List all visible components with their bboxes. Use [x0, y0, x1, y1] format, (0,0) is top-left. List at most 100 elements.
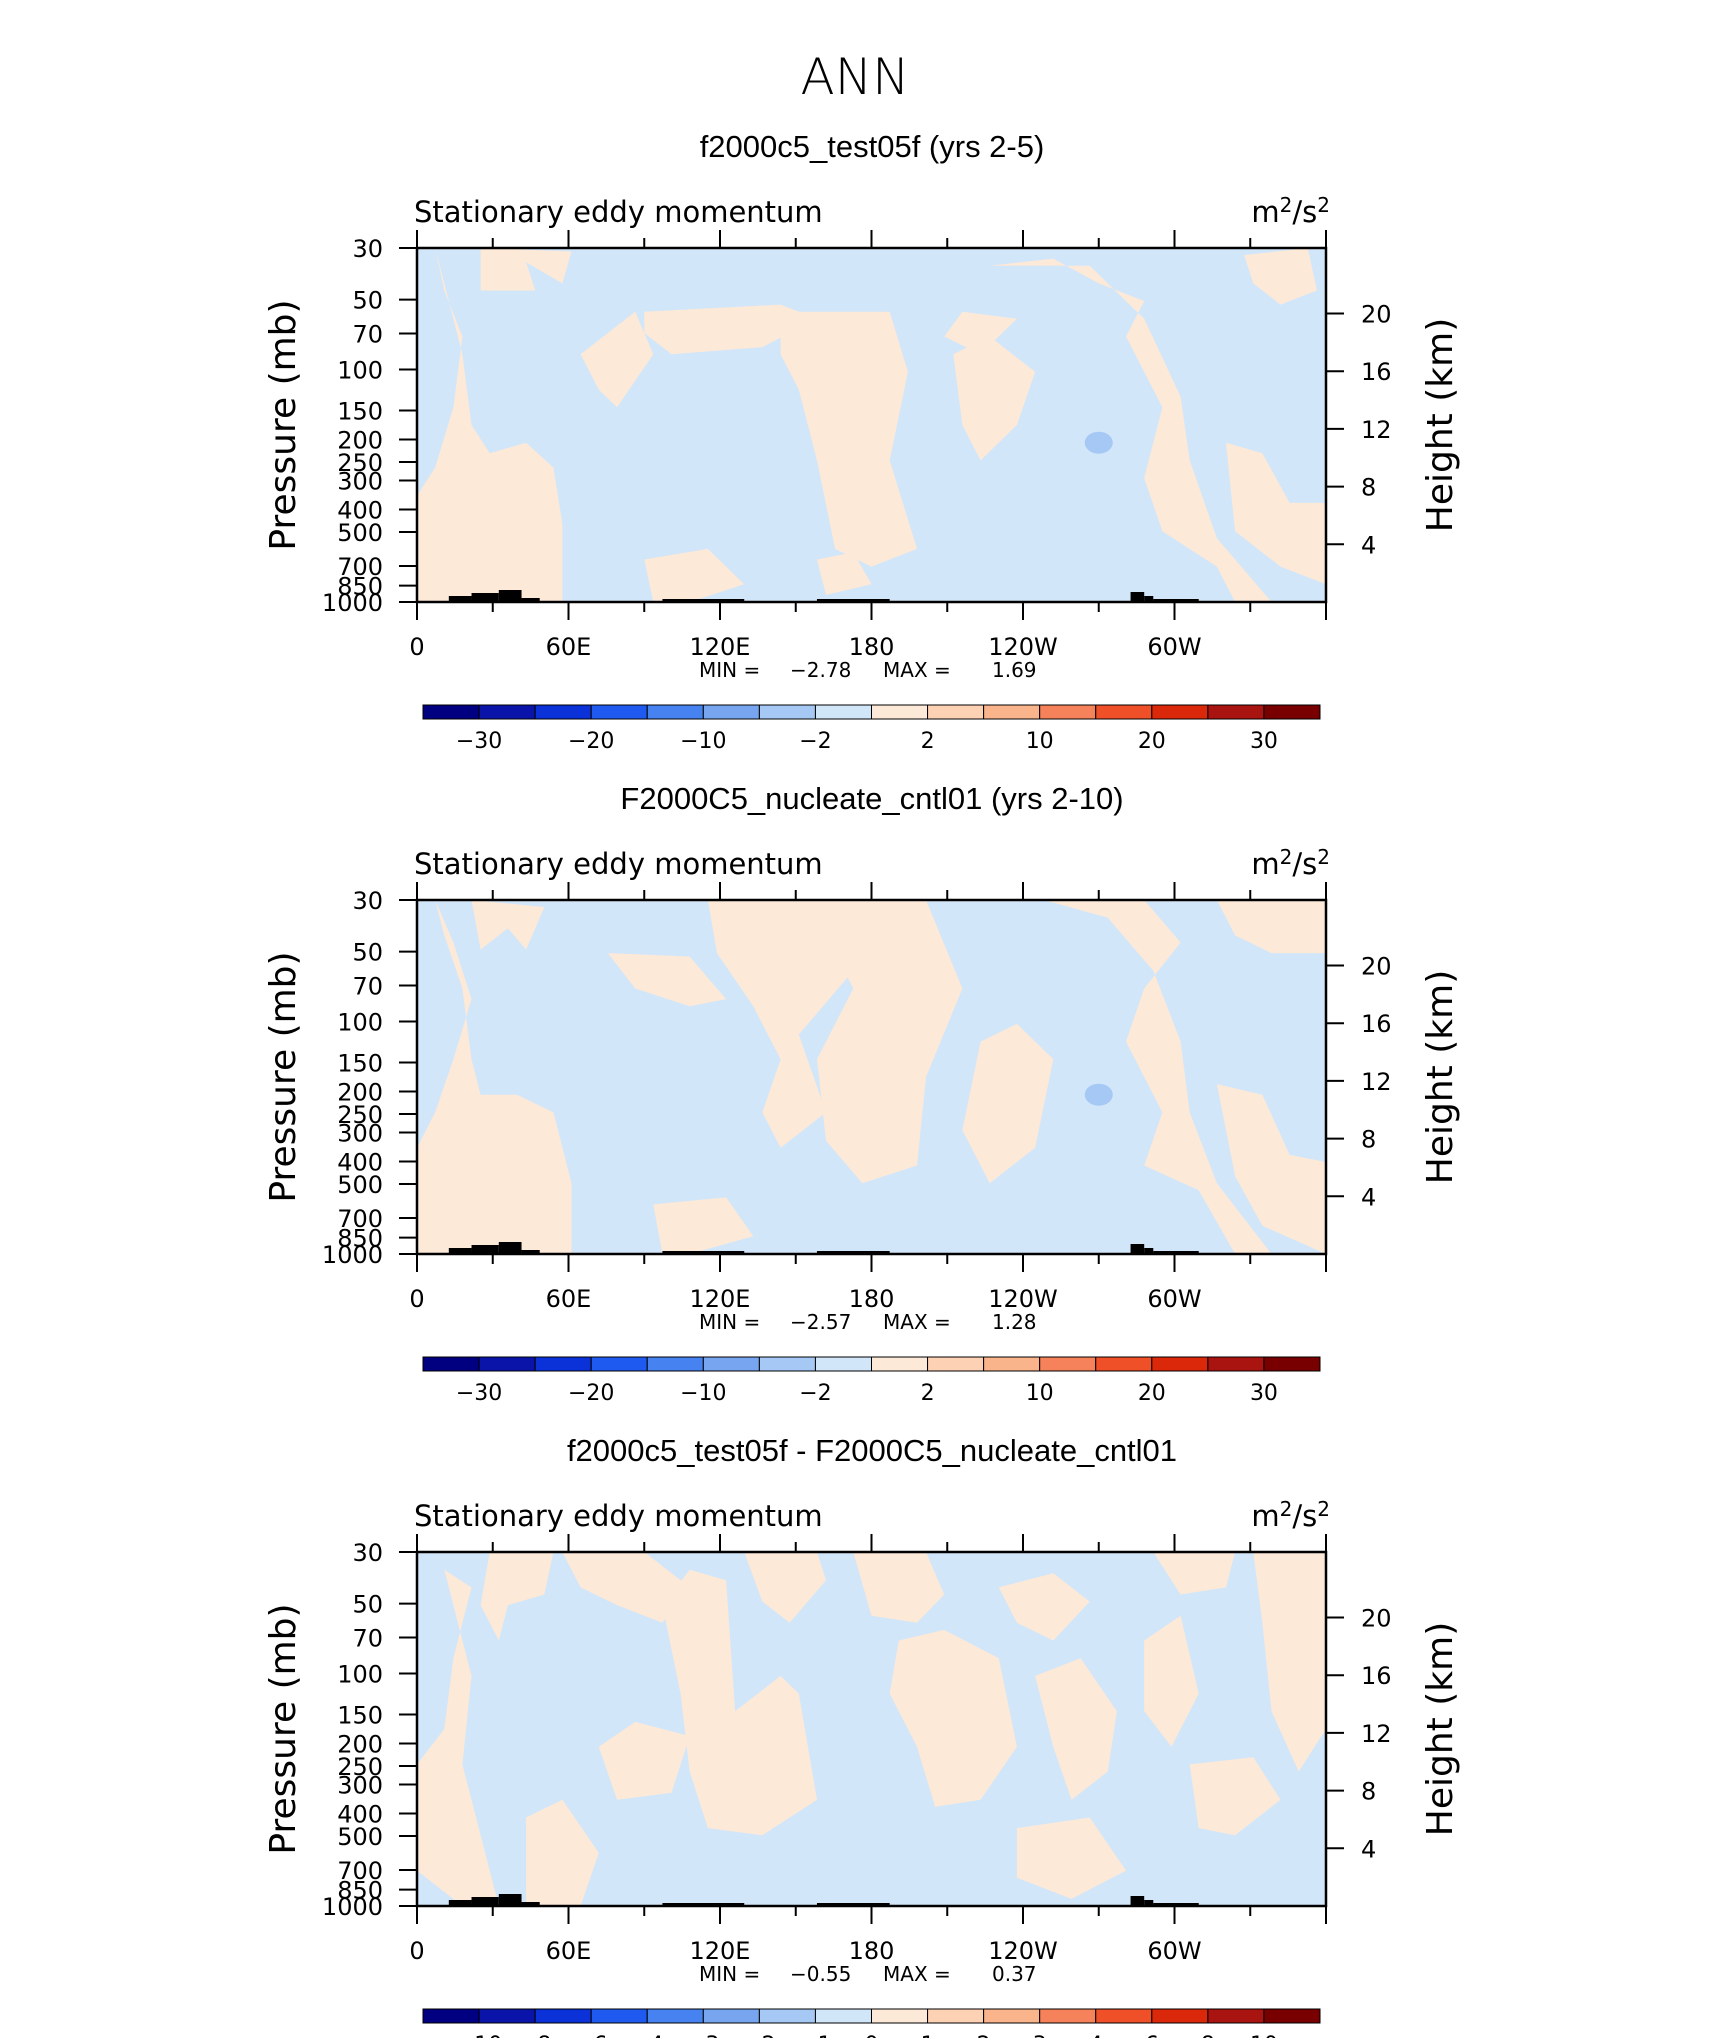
positive-contour-region [944, 311, 1017, 355]
colorbar-box [702, 704, 760, 720]
topography-bar [1130, 1244, 1145, 1254]
y-axis-label-left: Pressure (mb) [263, 1603, 304, 1854]
positive-contour-region [1216, 900, 1326, 954]
topography-bar [662, 1251, 745, 1254]
colorbar-label: 2 [921, 1381, 935, 1406]
height-tick-label: 12 [1361, 1068, 1392, 1096]
colorbar-label: 20 [1138, 1381, 1166, 1406]
positive-contour-region [644, 304, 817, 355]
positive-contour-region [962, 1023, 1054, 1184]
pressure-tick-label: 30 [352, 887, 383, 915]
colorbar-box [1151, 1356, 1209, 1372]
panel-units: m2/s2 [1251, 1497, 1330, 1533]
pressure-tick-label: 70 [352, 321, 383, 349]
positive-contour-region [1035, 1658, 1117, 1800]
pressure-tick-label: 400 [337, 1148, 383, 1176]
positive-contour-region [417, 248, 563, 602]
x-tick-label: 120E [690, 633, 751, 661]
pressure-tick-label: 100 [337, 1661, 383, 1689]
topography-bar [662, 599, 745, 602]
positive-contour-region [889, 1629, 1017, 1807]
topography-bar [521, 598, 540, 602]
pressure-tick-label: 70 [352, 973, 383, 1001]
colorbar-box [1095, 1356, 1153, 1372]
colorbar-label: 1 [921, 2033, 935, 2038]
topography-bar [448, 596, 472, 602]
x-tick-label: 60E [546, 1937, 592, 1965]
positive-contour-region [417, 900, 572, 1254]
figure-title: ANN [800, 48, 909, 106]
x-tick-label: 60E [546, 633, 592, 661]
pressure-tick-label: 150 [337, 1701, 383, 1729]
colorbar-label: −30 [456, 1381, 502, 1406]
pressure-tick-label: 250 [337, 1753, 383, 1781]
colorbar-label: 10 [1026, 1381, 1054, 1406]
pressure-tick-label: 200 [337, 1731, 383, 1759]
positive-contour-region [1253, 1552, 1326, 1772]
colorbar-box [534, 1356, 592, 1372]
pressure-tick-label: 850 [337, 573, 383, 601]
pressure-tick-label: 500 [337, 1823, 383, 1851]
height-tick-label: 12 [1361, 1720, 1392, 1748]
topography-bar [1153, 1251, 1199, 1254]
colorbar-label: 10 [1026, 729, 1054, 754]
height-tick-label: 8 [1361, 1126, 1376, 1154]
colorbar-label: 2 [977, 2033, 991, 2038]
colorbar-label: −4 [631, 2033, 663, 2038]
pressure-tick-label: 300 [337, 1771, 383, 1799]
colorbar-box [590, 2008, 648, 2024]
colorbar-box [814, 704, 872, 720]
pressure-tick-label: 150 [337, 1049, 383, 1077]
panel-title: f2000c5_test05f (yrs 2-5) [700, 129, 1045, 164]
positive-contour-region [744, 1552, 826, 1623]
positive-contour-region [817, 552, 872, 595]
pressure-tick-label: 150 [337, 397, 383, 425]
positive-contour-region [607, 953, 727, 1007]
panel-2: F2000C5_nucleate_cntl01 (yrs 2-10) Statio… [263, 781, 1461, 1406]
max-value: 1.28 [992, 1310, 1037, 1334]
pressure-tick-label: 850 [337, 1225, 383, 1253]
colorbar-label: 4 [1089, 2033, 1103, 2038]
pressure-tick-label: 1000 [322, 589, 383, 617]
panel-units: m2/s2 [1251, 845, 1330, 881]
positive-contour-region [780, 311, 917, 567]
height-tick-label: 8 [1361, 1778, 1376, 1806]
y-axis-label-left: Pressure (mb) [263, 299, 304, 550]
colorbar-box [590, 1356, 648, 1372]
topography-bar [816, 1251, 890, 1254]
positive-contour-region [953, 336, 1036, 461]
positive-contour-region [1144, 1615, 1199, 1747]
colorbar-label: 0 [865, 2033, 879, 2038]
pressure-tick-label: 70 [352, 1625, 383, 1653]
colorbar-box [983, 1356, 1041, 1372]
colorbar-box [927, 704, 985, 720]
colorbar-label: −2 [799, 1381, 831, 1406]
pressure-tick-label: 500 [337, 519, 383, 547]
positive-contour-region [480, 1552, 554, 1641]
pressure-tick-label: 500 [337, 1171, 383, 1199]
colorbar-label: −10 [680, 1381, 726, 1406]
colorbar-box [1151, 704, 1209, 720]
colorbar-label: 20 [1138, 729, 1166, 754]
max-value: 1.69 [992, 658, 1037, 682]
height-tick-label: 16 [1361, 1010, 1392, 1038]
colorbar-box [590, 704, 648, 720]
strong-negative-region [1084, 431, 1113, 454]
units-part: /s [1292, 1499, 1317, 1533]
height-tick-label: 4 [1361, 1835, 1376, 1863]
x-tick-label: 120W [988, 1285, 1058, 1313]
colorbar-label: −20 [568, 1381, 614, 1406]
x-tick-label: 120W [988, 633, 1058, 661]
topography-bar [1144, 1900, 1154, 1906]
height-tick-label: 16 [1361, 1662, 1392, 1690]
colorbar-label: −30 [456, 729, 502, 754]
pressure-tick-label: 30 [352, 1539, 383, 1567]
colorbar-box [1039, 704, 1097, 720]
colorbar-label: −10 [680, 729, 726, 754]
y-axis-label-right: Height (km) [1420, 970, 1461, 1184]
panel-title: F2000C5_nucleate_cntl01 (yrs 2-10) [620, 781, 1123, 816]
units-part: 2 [1280, 193, 1293, 217]
topography-bar [816, 599, 890, 602]
pressure-tick-label: 250 [337, 1101, 383, 1129]
colorbar-label: 30 [1250, 1381, 1278, 1406]
